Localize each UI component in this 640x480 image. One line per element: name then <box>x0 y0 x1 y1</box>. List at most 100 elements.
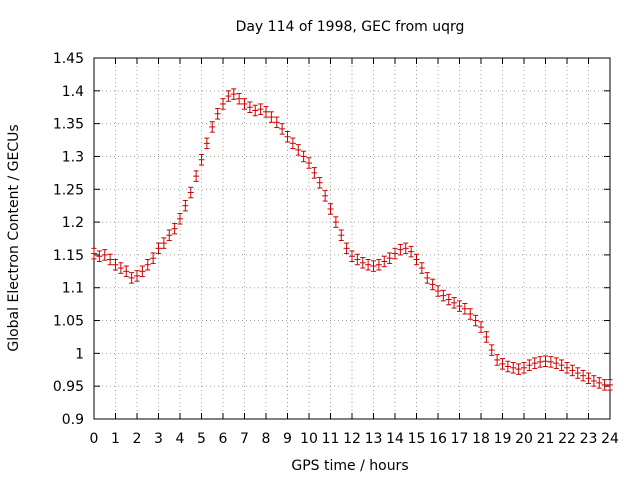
y-tick-label: 1.05 <box>53 314 84 330</box>
y-tick-label: 1.3 <box>62 149 84 165</box>
data-point <box>408 245 415 258</box>
data-point <box>306 157 312 169</box>
y-axis-title: Global Electron Content / GECUs <box>6 124 22 351</box>
data-point <box>107 253 114 266</box>
data-point <box>343 242 350 255</box>
data-point <box>504 360 511 373</box>
data-point <box>177 213 183 225</box>
x-tick-label: 10 <box>300 431 318 447</box>
data-point <box>553 357 560 369</box>
y-tick-label: 0.9 <box>62 412 84 428</box>
y-tick-label: 1.4 <box>62 84 84 100</box>
x-tick-label: 21 <box>537 431 555 447</box>
data-point <box>515 363 522 375</box>
x-tick-label: 3 <box>154 431 163 447</box>
data-point <box>295 144 302 156</box>
data-point <box>381 255 388 268</box>
x-axis-title: GPS time / hours <box>291 458 408 474</box>
data-point <box>537 356 544 368</box>
data-point <box>332 216 339 228</box>
data-point <box>365 259 372 271</box>
data-point <box>590 375 597 387</box>
data-point <box>279 123 286 135</box>
data-point <box>580 369 587 382</box>
data-point <box>273 116 280 129</box>
data-point <box>451 297 458 309</box>
data-point <box>558 359 565 371</box>
data-point <box>257 103 264 115</box>
x-tick-label: 16 <box>429 431 447 447</box>
data-point <box>160 237 167 249</box>
data-point <box>225 90 232 102</box>
x-tick-label: 9 <box>283 431 292 447</box>
data-point <box>139 265 146 278</box>
data-point <box>564 362 570 374</box>
data-point <box>349 250 355 262</box>
x-tick-label: 22 <box>558 431 576 447</box>
data-point <box>198 153 205 166</box>
data-point <box>203 137 210 150</box>
data-point <box>327 203 334 215</box>
x-tick-label: 13 <box>365 431 383 447</box>
data-point <box>112 259 119 271</box>
data-point <box>418 262 425 274</box>
data-point <box>96 250 103 262</box>
data-point <box>128 272 135 284</box>
data-point <box>435 285 441 297</box>
data-point <box>236 92 243 105</box>
y-tick-label: 1 <box>75 346 84 362</box>
x-tick-label: 1 <box>111 431 120 447</box>
y-tick-label: 1.35 <box>53 117 84 133</box>
data-point <box>171 222 178 235</box>
data-point <box>461 302 468 315</box>
x-tick-label: 20 <box>515 431 533 447</box>
x-tick-label: 6 <box>219 431 228 447</box>
x-tick-label: 7 <box>240 431 249 447</box>
y-tick-label: 1.15 <box>53 248 84 264</box>
x-tick-label: 23 <box>580 431 598 447</box>
x-tick-label: 18 <box>472 431 490 447</box>
data-point <box>246 101 253 113</box>
data-point <box>483 331 490 343</box>
data-point <box>510 362 517 374</box>
x-axis: 0 1 2 3 4 5 6 7 8 9 10 11 12 13 14 15 16 17 18 19 20 21 22 23 24 <box>90 58 619 447</box>
data-point <box>284 131 291 143</box>
data-point <box>117 262 124 274</box>
data-point <box>607 379 613 391</box>
data-point <box>134 270 140 282</box>
data-point <box>478 321 484 333</box>
data-point <box>402 242 409 255</box>
data-point <box>472 314 479 327</box>
data-point <box>144 259 151 271</box>
data-point <box>526 359 533 371</box>
data-point <box>166 229 173 241</box>
y-tick-label: 1.2 <box>62 215 84 231</box>
data-point <box>440 289 447 302</box>
data-point <box>547 356 554 368</box>
data-point <box>424 272 431 284</box>
data-point <box>150 252 157 264</box>
data-point <box>467 308 474 320</box>
x-tick-label: 5 <box>197 431 206 447</box>
data-point <box>574 367 581 379</box>
data-point <box>569 364 576 377</box>
y-tick-label: 1.45 <box>53 51 84 67</box>
x-tick-label: 15 <box>408 431 426 447</box>
data-point <box>494 354 501 366</box>
data-point <box>429 278 436 291</box>
data-point <box>354 253 361 266</box>
x-tick-label: 17 <box>451 431 469 447</box>
grid <box>94 58 610 419</box>
data-point <box>375 259 382 271</box>
data-point <box>209 121 216 133</box>
data-point <box>123 265 130 278</box>
x-tick-label: 12 <box>343 431 361 447</box>
data-point <box>182 199 189 212</box>
data-point <box>311 167 318 179</box>
data-point <box>596 377 603 389</box>
x-tick-label: 4 <box>176 431 185 447</box>
data-point <box>155 242 162 255</box>
data-point <box>214 108 221 120</box>
